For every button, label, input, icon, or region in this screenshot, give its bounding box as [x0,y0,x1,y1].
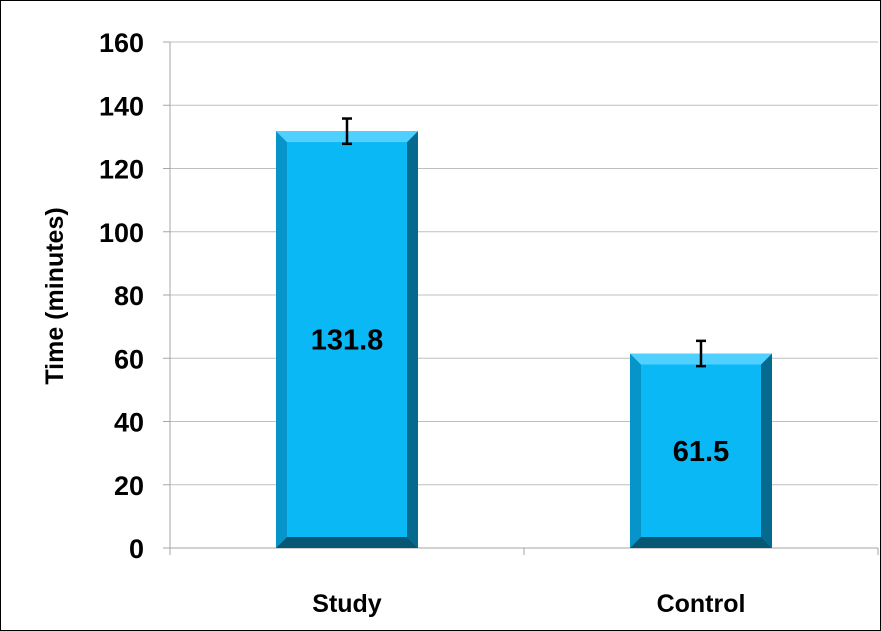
bar-face [276,131,418,548]
y-tick-label: 160 [99,28,144,58]
y-tick-label: 20 [114,471,144,501]
y-tick-label: 0 [129,534,144,564]
x-category-label: Control [657,590,746,618]
bar: 131.8 [276,117,418,548]
y-tick-label: 40 [114,408,144,438]
bar-face [630,353,772,548]
y-axis-ticks: 0 20 40 60 80 100 120 140 160 [99,28,170,564]
bar-bevel-left [276,131,287,548]
bar-bevel-right [761,353,772,548]
x-category-label: Study [312,590,382,618]
error-bar [342,117,352,146]
bar: 61.5 [630,339,772,548]
bar-bevel-bottom [630,537,772,548]
data-label: 61.5 [673,436,729,468]
y-tick-label: 120 [99,155,144,185]
bar-bevel-bottom [276,537,418,548]
y-tick-label: 60 [114,344,144,374]
x-axis-categories: Study Control [312,590,745,618]
data-label: 131.8 [311,325,384,357]
error-bar [696,339,706,368]
y-axis-label: Time (minutes) [41,207,69,384]
bars: 131.8 61.5 [276,117,772,548]
y-tick-label: 80 [114,281,144,311]
bar-bevel-right [407,131,418,548]
y-tick-label: 100 [99,218,144,248]
y-tick-label: 140 [99,91,144,121]
bar-bevel-left [630,353,641,548]
